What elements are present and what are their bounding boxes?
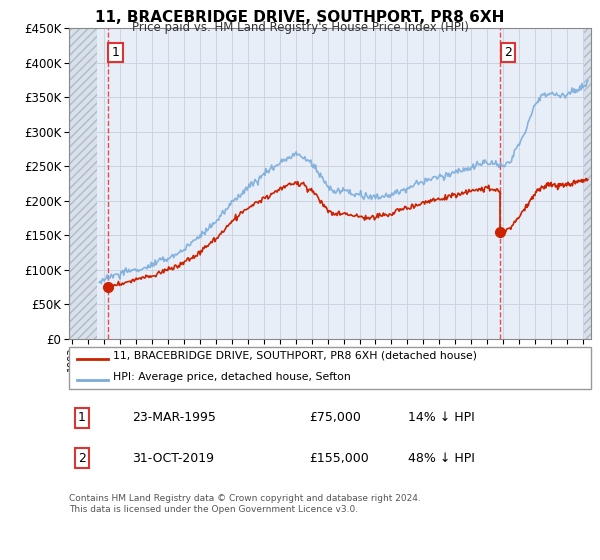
Text: 23-MAR-1995: 23-MAR-1995 (131, 411, 215, 424)
Text: 48% ↓ HPI: 48% ↓ HPI (409, 452, 475, 465)
FancyBboxPatch shape (69, 347, 591, 389)
Text: 11, BRACEBRIDGE DRIVE, SOUTHPORT, PR8 6XH: 11, BRACEBRIDGE DRIVE, SOUTHPORT, PR8 6X… (95, 10, 505, 25)
Bar (584, 28, 591, 339)
Text: Price paid vs. HM Land Registry's House Price Index (HPI): Price paid vs. HM Land Registry's House … (131, 21, 469, 34)
Text: 11, BRACEBRIDGE DRIVE, SOUTHPORT, PR8 6XH (detached house): 11, BRACEBRIDGE DRIVE, SOUTHPORT, PR8 6X… (113, 351, 478, 361)
Text: This data is licensed under the Open Government Licence v3.0.: This data is licensed under the Open Gov… (69, 505, 358, 514)
Text: 2: 2 (78, 452, 86, 465)
Bar (69, 28, 97, 339)
Text: 2: 2 (505, 46, 512, 59)
Text: £155,000: £155,000 (309, 452, 369, 465)
Text: 14% ↓ HPI: 14% ↓ HPI (409, 411, 475, 424)
Text: 1: 1 (112, 46, 119, 59)
Text: £75,000: £75,000 (309, 411, 361, 424)
Text: HPI: Average price, detached house, Sefton: HPI: Average price, detached house, Seft… (113, 372, 351, 382)
Text: 31-OCT-2019: 31-OCT-2019 (131, 452, 214, 465)
Text: Contains HM Land Registry data © Crown copyright and database right 2024.: Contains HM Land Registry data © Crown c… (69, 494, 421, 503)
Text: 1: 1 (78, 411, 86, 424)
